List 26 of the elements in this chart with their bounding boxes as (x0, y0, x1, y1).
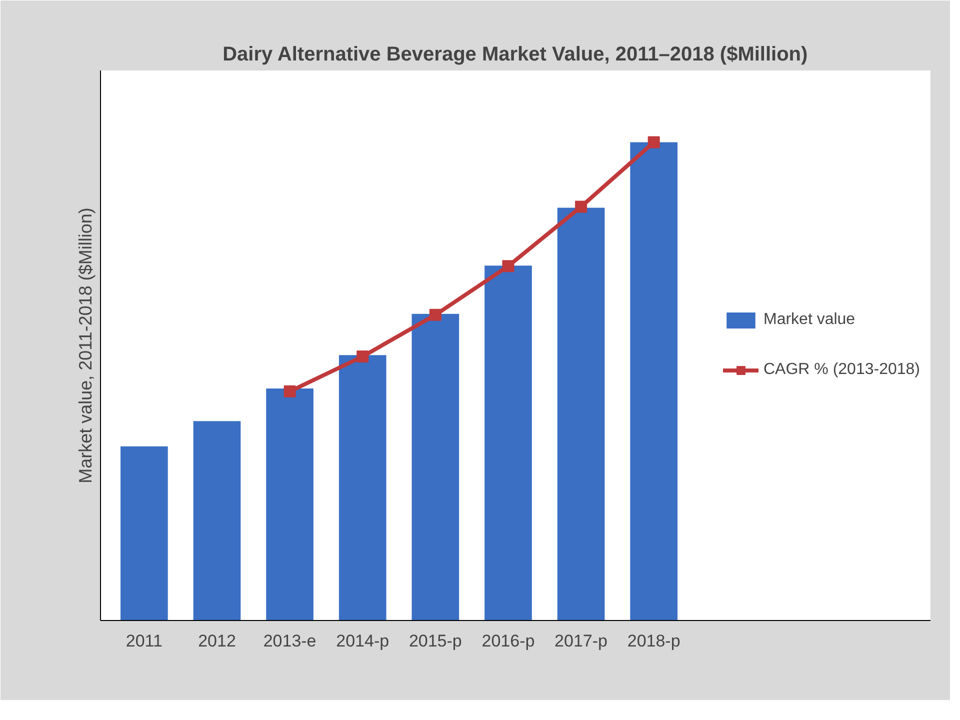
bar (557, 208, 605, 620)
point (648, 136, 660, 148)
bar (630, 142, 678, 620)
bar (484, 266, 532, 620)
point (429, 308, 442, 321)
bar (266, 388, 314, 620)
bar (120, 446, 168, 620)
bar (412, 314, 460, 620)
point (356, 350, 369, 362)
point (284, 385, 296, 398)
bar (193, 421, 241, 620)
x-tick-label: 2017-p (554, 632, 608, 650)
x-tick-label: 2012 (198, 632, 236, 650)
point (502, 260, 514, 272)
chart-title: Dairy Alternative Beverage Market Value, 2011–2018 ($Million) (222, 44, 808, 66)
x-tick-label: 2013-e (263, 632, 316, 650)
bar (338, 355, 386, 620)
x-tick-label: 2016-p (482, 632, 535, 650)
y-axis-title: Market value, 2011-2018 ($Million) (76, 208, 96, 484)
legend-label: CAGR % (2013-2018) (763, 361, 920, 379)
legend-label: Market value (763, 311, 856, 329)
x-tick-label: 2014-p (336, 632, 390, 650)
x-tick-label: 2018-p (627, 632, 680, 650)
x-tick-label: 2011 (126, 632, 162, 650)
point (575, 200, 588, 213)
x-tick-label: 2015-p (408, 632, 462, 650)
